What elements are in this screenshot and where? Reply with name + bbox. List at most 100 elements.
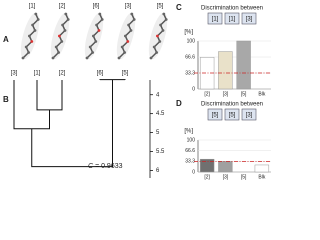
dendrogram-link: [13, 80, 50, 130]
atom: [155, 51, 159, 54]
bar: [218, 51, 233, 90]
atom: [28, 34, 31, 38]
panel-letter: A: [3, 35, 9, 44]
leaf-label: [1]: [34, 71, 41, 77]
header-box: [224, 12, 240, 25]
bar: [199, 158, 215, 173]
atom: [27, 51, 30, 54]
atom: [126, 40, 130, 43]
x-tick-label: [3]: [223, 174, 229, 180]
atom: [130, 12, 134, 16]
leaf-label: [5]: [122, 71, 129, 77]
atom: [156, 34, 159, 38]
x-tick-label: [2]: [204, 91, 210, 97]
leaf-label: [6]: [97, 71, 104, 77]
header-label: [1]: [212, 17, 219, 23]
atom: [57, 51, 60, 54]
x-tick-label: [3]: [223, 91, 229, 97]
panel-letter: D: [176, 99, 182, 108]
atom: [24, 45, 28, 49]
y-tick-label: 5: [156, 130, 160, 136]
atom: [58, 34, 61, 38]
atom: [129, 29, 133, 32]
header-box: [207, 12, 223, 25]
atom: [117, 56, 121, 60]
x-tick-label: [5]: [241, 174, 247, 180]
atom: [100, 18, 104, 21]
molecule-label: [2]: [59, 4, 66, 10]
header-label: [3]: [246, 113, 253, 119]
atom: [159, 23, 163, 27]
atom: [34, 12, 38, 16]
leaf-label: [2]: [59, 71, 66, 77]
y-tick-label: 0: [192, 86, 195, 92]
y-tick-label: 6: [156, 168, 160, 174]
atom: [30, 40, 34, 43]
atom: [95, 23, 98, 27]
bar: [254, 164, 270, 173]
y-tick-label: 100: [187, 137, 196, 143]
dendrogram-link: [36, 80, 63, 111]
annotation-symbol: C: [88, 163, 94, 170]
panel-letter: B: [3, 95, 9, 104]
y-tick-label: 5.5: [156, 149, 165, 155]
atom: [123, 51, 126, 54]
atom: [88, 45, 92, 49]
header-box: [241, 12, 257, 25]
header-label: [5]: [212, 113, 219, 119]
atom: [158, 40, 162, 43]
bar: [218, 161, 233, 173]
y-tick-label: 0: [192, 169, 195, 175]
header-label: [3]: [246, 17, 253, 23]
y-tick-label: 33.3: [185, 159, 195, 165]
atom: [33, 29, 37, 32]
molecule-label: [1]: [29, 4, 36, 10]
bar: [236, 40, 251, 90]
x-tick-label: Blk: [258, 91, 265, 97]
atom: [51, 56, 55, 60]
atom: [54, 45, 58, 49]
molecule-label: [5]: [157, 4, 164, 10]
atom: [94, 40, 98, 43]
header-box: [207, 108, 223, 121]
header-box: [241, 108, 257, 121]
atom: [124, 34, 127, 38]
figure: A B C D [1] [2] [6] [3] [5] [3] [1] [2] [6] [5] 4 4…: [3, 3, 271, 180]
atom: [91, 51, 94, 54]
atom: [21, 56, 25, 60]
y-tick-label: 66.6: [185, 54, 195, 60]
annotation: C = 0.9633: [88, 163, 123, 170]
molecule-label: [6]: [93, 4, 100, 10]
header-label: [5]: [229, 113, 236, 119]
y-tick-label: 66.6: [185, 148, 195, 154]
y-axis-label: [%]: [184, 30, 193, 36]
atom: [66, 18, 70, 21]
atom: [85, 56, 89, 60]
x-tick-label: [5]: [241, 91, 247, 97]
atom: [92, 34, 95, 38]
atom: [63, 29, 67, 32]
atom: [97, 29, 101, 32]
atom: [161, 29, 165, 32]
header-label: [1]: [229, 17, 236, 23]
atom: [61, 23, 64, 27]
x-tick-label: Blk: [258, 174, 265, 180]
x-tick-label: [2]: [204, 174, 210, 180]
atom: [60, 40, 64, 43]
header-box: [224, 108, 240, 121]
y-tick-label: 33.3: [185, 70, 195, 76]
y-tick-label: 4: [156, 92, 160, 98]
dendrogram-link: [31, 79, 113, 168]
atom: [152, 45, 156, 49]
atom: [162, 12, 166, 16]
atom: [132, 18, 136, 21]
chart-title: Discrimination between: [201, 102, 263, 108]
chart-title: Discrimination between: [201, 6, 263, 12]
y-tick-label: 4.5: [156, 111, 165, 117]
atom: [31, 23, 34, 27]
molecule-label: [3]: [125, 4, 132, 10]
atom: [64, 12, 68, 16]
atom: [98, 12, 102, 16]
atom: [164, 18, 168, 21]
atom: [120, 45, 124, 49]
